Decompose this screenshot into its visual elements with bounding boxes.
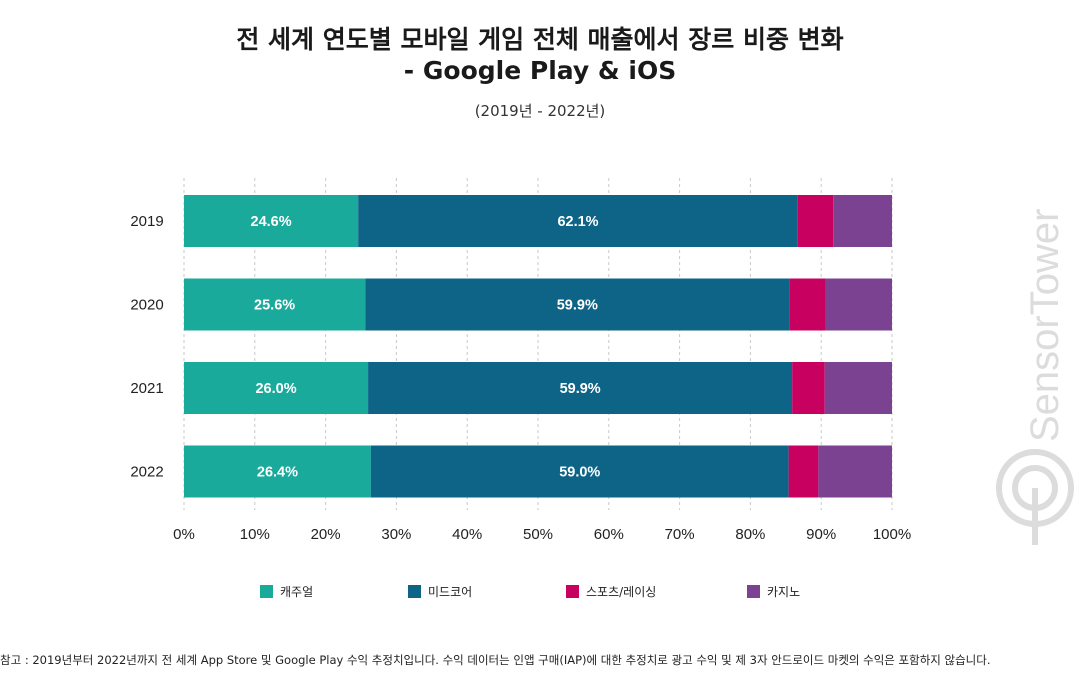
bar-segment xyxy=(789,278,826,331)
sensortower-logo-icon xyxy=(996,449,1074,545)
legend-swatch-midcore xyxy=(408,585,421,598)
x-tick-label: 60% xyxy=(594,526,624,543)
x-tick-label: 30% xyxy=(381,526,411,543)
chart-title-line2: - Google Play & iOS xyxy=(403,56,677,85)
bar-segment xyxy=(184,445,371,498)
sensortower-watermark: SensorTower xyxy=(996,209,1074,545)
data-label: 26.4% xyxy=(257,465,298,481)
legend-swatch-casino xyxy=(747,585,760,598)
x-tick-label: 80% xyxy=(735,526,765,543)
legend-item-sports-racing: 스포츠/레이싱 xyxy=(566,583,656,600)
legend-item-midcore: 미드코어 xyxy=(408,583,472,600)
x-tick-label: 70% xyxy=(665,526,695,543)
x-tick-label: 20% xyxy=(311,526,341,543)
footnote: 참고 : 2019년부터 2022년까지 전 세계 App Store 및 Go… xyxy=(0,653,991,667)
bar-segment xyxy=(825,278,892,331)
bar-segment xyxy=(368,362,793,414)
bar-segment xyxy=(788,445,819,498)
data-label: 62.1% xyxy=(557,214,598,230)
x-tick-label: 100% xyxy=(873,526,911,543)
data-label: 59.9% xyxy=(557,298,598,314)
y-tick-label: 2019 xyxy=(130,213,163,230)
bar-segment xyxy=(184,195,359,247)
legend-item-casino: 카지노 xyxy=(747,583,800,600)
bar-segment xyxy=(370,445,789,498)
bar-segment xyxy=(184,362,369,414)
legend-swatch-sports-racing xyxy=(566,585,579,598)
bar-segment xyxy=(833,195,892,247)
legend-label-midcore: 미드코어 xyxy=(428,585,473,599)
bar-segment xyxy=(818,445,892,498)
y-tick-label: 2021 xyxy=(130,380,163,397)
bar-segment xyxy=(365,278,790,331)
y-tick-label: 2020 xyxy=(130,297,163,314)
data-label: 26.0% xyxy=(255,381,296,397)
data-label: 59.9% xyxy=(560,381,601,397)
data-label: 25.6% xyxy=(254,298,295,314)
bar-segment xyxy=(358,195,798,247)
watermark-text: SensorTower xyxy=(1023,209,1067,442)
x-tick-label: 10% xyxy=(240,526,270,543)
legend-label-casino: 카지노 xyxy=(767,585,801,599)
x-tick-label: 50% xyxy=(523,526,553,543)
stacked-bar-chart: 0% 10% 20% 30% 40% 50% 60% 70% 80% 90% 100% 2019 24.… xyxy=(130,178,911,543)
x-tick-label: 90% xyxy=(806,526,836,543)
chart-subtitle: (2019년 - 2022년) xyxy=(474,102,606,120)
x-tick-label: 40% xyxy=(452,526,482,543)
data-label: 24.6% xyxy=(251,214,292,230)
bar-segment xyxy=(792,362,825,414)
bar-segment xyxy=(797,195,834,247)
legend-swatch-casual xyxy=(260,585,273,598)
y-tick-label: 2022 xyxy=(130,464,163,481)
legend-label-sports-racing: 스포츠/레이싱 xyxy=(586,585,657,599)
bar-segment xyxy=(184,278,366,331)
x-tick-label: 0% xyxy=(173,526,195,543)
data-label: 59.0% xyxy=(559,465,600,481)
chart-title-line1: 전 세계 연도별 모바일 게임 전체 매출에서 장르 비중 변화 xyxy=(236,25,844,54)
legend-label-casual: 캐주얼 xyxy=(280,585,314,599)
legend-item-casual: 캐주얼 xyxy=(260,583,313,600)
bar-segment xyxy=(824,362,892,414)
